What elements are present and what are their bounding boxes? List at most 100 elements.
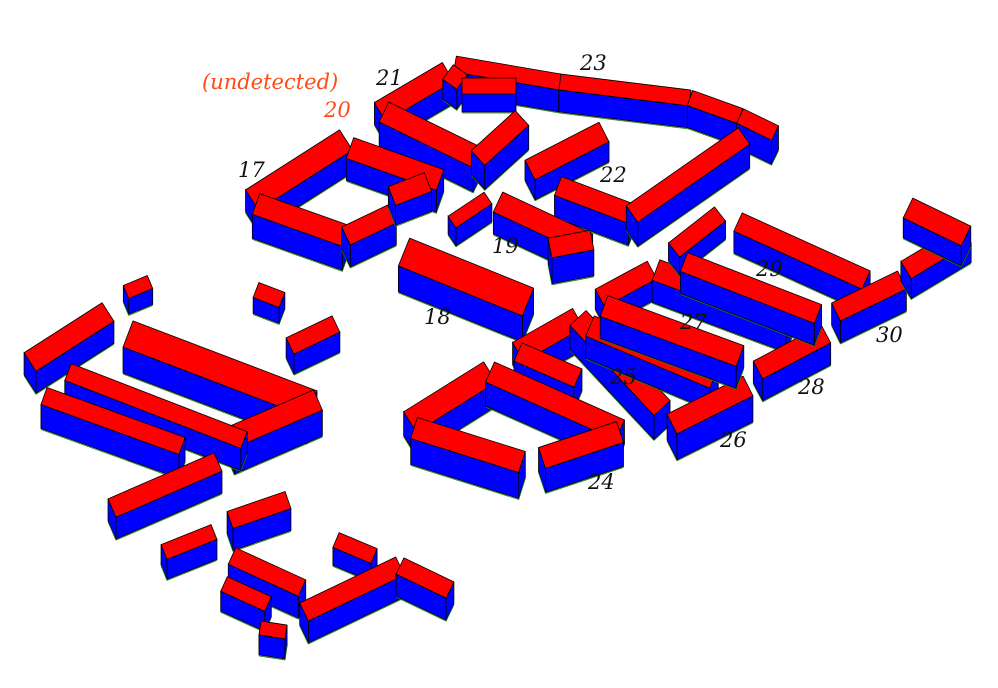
building-30-c xyxy=(902,197,972,268)
bottom-block-h xyxy=(395,557,455,622)
ground-trace xyxy=(445,604,455,622)
building-22-a xyxy=(524,121,610,202)
ground-trace xyxy=(652,302,787,354)
ground-trace xyxy=(558,112,690,130)
ground-trace xyxy=(160,565,168,581)
roof-face xyxy=(447,191,493,229)
roof-face xyxy=(40,387,186,455)
ground-trace xyxy=(252,238,343,272)
bottom-block-g xyxy=(299,556,405,645)
roof-face xyxy=(736,108,779,141)
roof-face xyxy=(470,110,530,166)
ground-trace xyxy=(226,534,234,552)
ground-trace xyxy=(470,175,486,191)
roof-face xyxy=(107,452,223,518)
building-label-26: 26 xyxy=(719,428,747,452)
roof-face xyxy=(547,229,595,259)
bottom-block-d xyxy=(220,576,272,633)
ground-trace xyxy=(814,327,822,347)
roof-face xyxy=(252,282,286,308)
ground-trace xyxy=(600,338,737,390)
ground-trace xyxy=(668,261,680,277)
small-block-a xyxy=(122,275,154,316)
building-20-b xyxy=(470,110,530,191)
ground-trace xyxy=(285,358,295,376)
ground-trace xyxy=(252,314,280,325)
roof-face xyxy=(461,77,517,95)
roof-face xyxy=(23,302,115,372)
ground-trace xyxy=(771,150,779,166)
ground-trace xyxy=(840,311,907,345)
ground-trace xyxy=(455,222,493,248)
building-23-d xyxy=(736,108,779,166)
ground-trace xyxy=(900,282,912,300)
roof-face xyxy=(679,252,823,324)
building-18 xyxy=(397,237,535,344)
ground-trace xyxy=(398,292,523,344)
ground-trace xyxy=(910,263,972,300)
ground-trace xyxy=(395,211,432,227)
ground-trace xyxy=(676,422,754,462)
building-blocks xyxy=(23,55,972,661)
bottom-block-a xyxy=(226,491,292,552)
ground-trace xyxy=(293,352,341,376)
building-22-c xyxy=(625,127,751,248)
ground-trace xyxy=(240,454,248,472)
ground-trace xyxy=(220,611,265,633)
roof-face xyxy=(666,375,754,435)
ground-trace xyxy=(115,493,223,541)
ground-trace xyxy=(545,467,624,494)
roof-face xyxy=(513,342,583,388)
roof-face xyxy=(160,524,218,560)
building-19-c xyxy=(547,229,595,286)
roof-face xyxy=(64,363,248,449)
ground-trace xyxy=(752,383,764,403)
building-labels: (undetected) 17 18 19 20 21 22 23 24 25 … xyxy=(202,51,903,494)
ground-trace xyxy=(258,655,285,661)
building-label-24: 24 xyxy=(587,470,615,494)
ground-trace xyxy=(435,192,445,214)
ground-trace xyxy=(388,207,396,227)
ground-trace xyxy=(447,234,457,248)
wall-face xyxy=(461,93,517,113)
ground-trace xyxy=(831,325,841,345)
ground-trace xyxy=(625,230,639,248)
ground-trace xyxy=(122,302,130,316)
roof-face xyxy=(410,417,526,473)
ground-trace xyxy=(107,521,117,541)
building-26 xyxy=(666,375,754,462)
building-label-19: 19 xyxy=(492,234,519,258)
ground-trace xyxy=(395,596,447,622)
roof-face xyxy=(538,421,624,469)
roof-face xyxy=(122,275,154,299)
ground-trace xyxy=(666,440,678,462)
building-17-e xyxy=(387,172,433,227)
building-24-d xyxy=(538,421,624,494)
building-17-d xyxy=(341,204,397,269)
building-label-18: 18 xyxy=(424,305,451,329)
building-label-22: 22 xyxy=(599,163,627,187)
ground-trace xyxy=(569,350,655,441)
building-27-b xyxy=(599,295,745,390)
left-block-f xyxy=(107,452,223,541)
roof-face xyxy=(227,547,307,597)
building-label-21: 21 xyxy=(375,66,403,90)
ground-trace xyxy=(23,375,37,395)
building-label-25: 25 xyxy=(609,365,637,389)
roof-face xyxy=(395,557,455,599)
building-23-b xyxy=(558,73,692,130)
ground-trace xyxy=(524,181,536,201)
building-label-27: 27 xyxy=(679,310,707,334)
roof-face xyxy=(387,172,433,206)
building-19-a xyxy=(447,191,493,248)
roof-face xyxy=(524,121,610,181)
roof-face xyxy=(285,315,341,355)
building-label-29: 29 xyxy=(755,257,783,281)
ground-trace xyxy=(40,429,180,480)
ground-trace xyxy=(166,560,218,581)
ground-trace xyxy=(762,365,831,403)
roof-face xyxy=(220,576,272,612)
building-label-20: 20 xyxy=(323,98,351,122)
ground-trace xyxy=(637,168,750,248)
ground-trace xyxy=(278,309,286,325)
